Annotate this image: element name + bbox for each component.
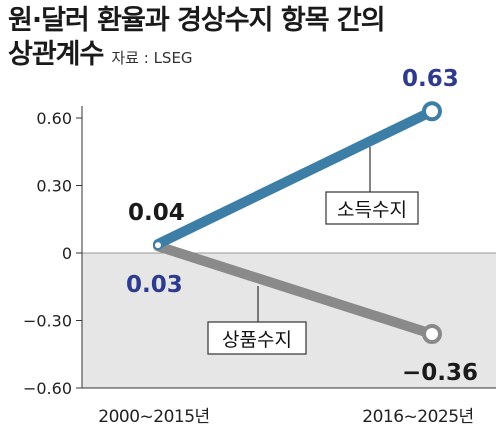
title-line-1: 원·달러 환율과 경상수지 항목 간의 <box>8 5 386 36</box>
data-point <box>153 240 163 251</box>
data-label: 0.03 <box>126 272 183 298</box>
data-label: −0.36 <box>402 360 478 386</box>
series-line <box>153 106 437 249</box>
data-label: 0.04 <box>128 200 185 226</box>
data-label: 0.63 <box>402 66 459 92</box>
series-line <box>153 241 437 339</box>
y-tick-label: −0.30 <box>23 312 72 331</box>
data-point <box>422 101 442 122</box>
title-line-2: 상관계수 자료 : LSEG <box>8 38 385 75</box>
y-tick-label: −0.60 <box>23 379 72 398</box>
chart-title: 원·달러 환율과 경상수지 항목 간의 상관계수 자료 : LSEG <box>8 4 386 75</box>
title-line-2-text: 상관계수 <box>8 39 104 70</box>
x-tick-label: 2016~2025년 <box>362 407 473 427</box>
source-label: 자료 : LSEG <box>111 49 193 67</box>
x-tick-label: 2000~2015년 <box>98 407 209 427</box>
data-point <box>422 324 442 344</box>
series-label: 상품수지 <box>222 329 292 351</box>
series-label: 소득수지 <box>337 199 407 221</box>
negative-region <box>82 253 496 388</box>
y-tick-label: 0.30 <box>36 177 72 196</box>
y-tick-label: 0 <box>62 244 72 263</box>
y-tick-label: 0.60 <box>36 109 72 128</box>
series-label-box <box>325 191 419 225</box>
series-label-box <box>207 321 307 355</box>
